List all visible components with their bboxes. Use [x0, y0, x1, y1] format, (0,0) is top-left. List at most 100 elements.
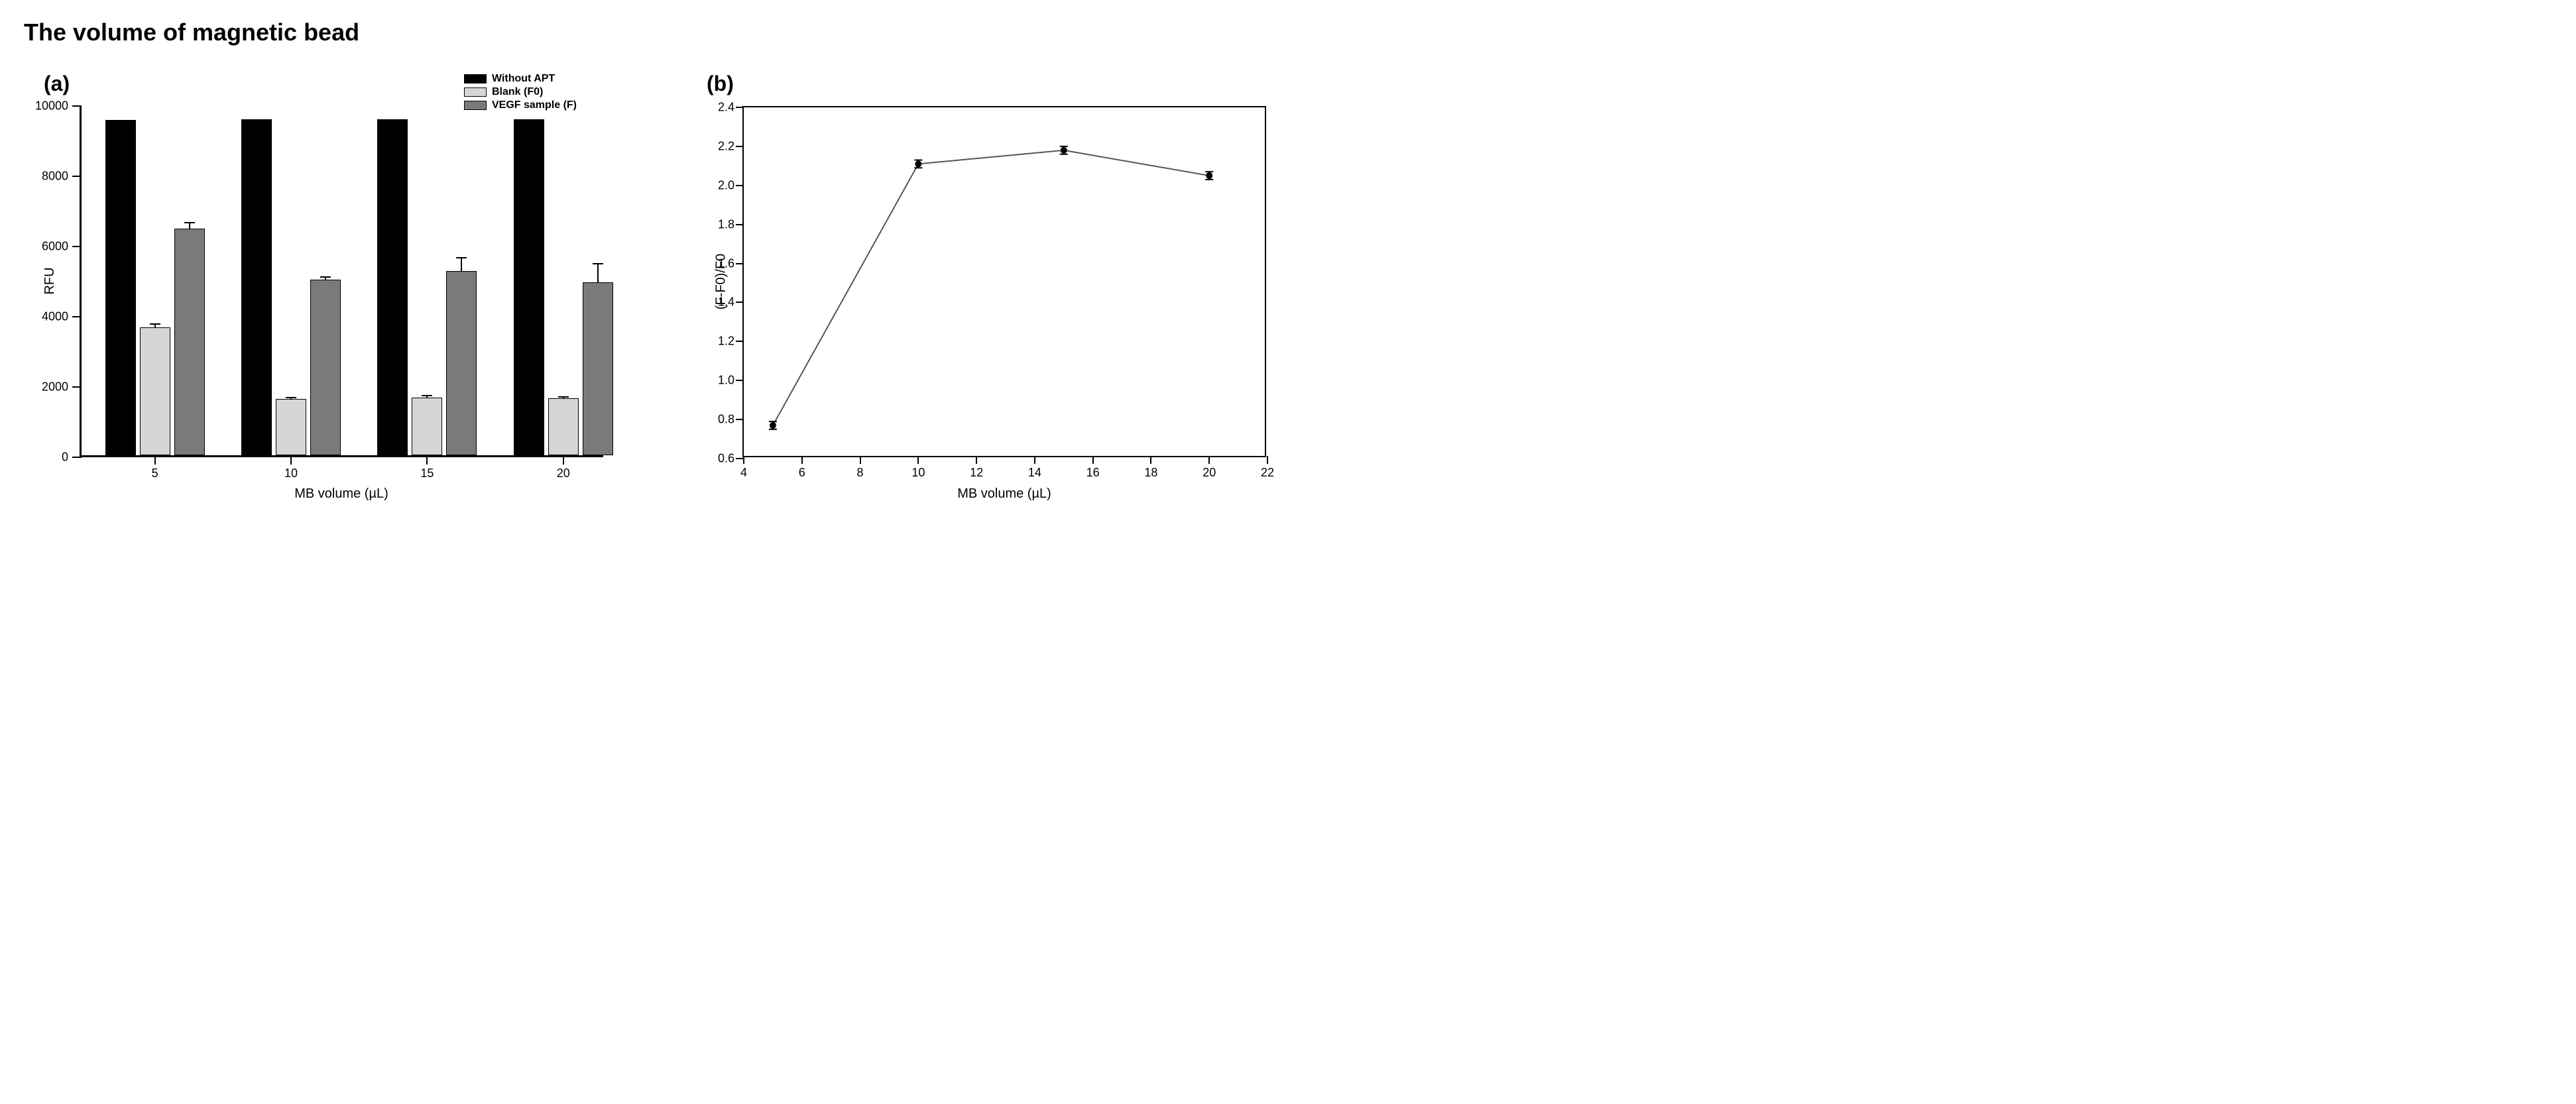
- bar: [140, 327, 170, 455]
- panel-a: (a) Without APTBlank (F0)VEGF sample (F)…: [20, 60, 603, 502]
- line-x-tick: [860, 456, 861, 464]
- line-x-axis-label: MB volume (µL): [742, 486, 1266, 502]
- line-x-tick: [801, 456, 803, 464]
- line-y-tick: [736, 263, 744, 264]
- legend-swatch: [464, 87, 487, 97]
- bar-y-tick-label: 10000: [35, 99, 68, 113]
- legend-swatch: [464, 101, 487, 110]
- panels-row: (a) Without APTBlank (F0)VEGF sample (F)…: [20, 60, 2556, 502]
- bar: [105, 120, 136, 455]
- figure-title: The volume of magnetic bead: [24, 19, 2556, 46]
- line-y-tick: [736, 185, 744, 186]
- bar-y-tick: [72, 176, 82, 177]
- line-y-tick: [736, 380, 744, 381]
- legend-label: Blank (F0): [492, 86, 543, 98]
- bar: [548, 398, 579, 455]
- line-y-tick: [736, 107, 744, 108]
- legend-label: VEGF sample (F): [492, 99, 577, 111]
- line-x-tick-label: 6: [799, 466, 805, 480]
- line-y-tick: [736, 302, 744, 303]
- bar: [276, 399, 306, 455]
- bar: [514, 119, 544, 455]
- line-x-tick: [976, 456, 977, 464]
- legend-swatch: [464, 74, 487, 83]
- bar-y-tick: [72, 316, 82, 317]
- line-y-tick-label: 0.6: [708, 452, 734, 466]
- line-y-tick-label: 1.0: [708, 374, 734, 388]
- bar-group: [105, 120, 205, 455]
- line-y-tick-label: 2.0: [708, 178, 734, 192]
- line-x-tick-label: 10: [911, 466, 925, 480]
- line-marker: [1061, 147, 1067, 154]
- line-y-tick-label: 2.2: [708, 139, 734, 153]
- bar-y-tick-label: 2000: [35, 380, 68, 394]
- panel-a-label: (a): [44, 72, 70, 96]
- line-x-tick: [1267, 456, 1268, 464]
- panel-b-label: (b): [707, 72, 734, 96]
- line-x-tick-label: 18: [1144, 466, 1157, 480]
- bar-y-tick: [72, 457, 82, 458]
- legend-row: VEGF sample (F): [464, 99, 577, 111]
- bar-y-tick-label: 6000: [35, 240, 68, 254]
- bar-x-tick: [154, 455, 156, 465]
- bar-y-tick: [72, 105, 82, 107]
- line-y-tick: [736, 341, 744, 342]
- line-x-tick-label: 22: [1261, 466, 1274, 480]
- line-y-tick: [736, 146, 744, 147]
- bar-x-tick-label: 20: [557, 467, 570, 480]
- line-x-tick: [1208, 456, 1210, 464]
- bar: [446, 271, 477, 455]
- legend-row: Blank (F0): [464, 86, 577, 98]
- bar: [310, 280, 341, 455]
- line-y-tick: [736, 419, 744, 420]
- line-y-tick-label: 0.8: [708, 413, 734, 427]
- line-x-tick: [1034, 456, 1035, 464]
- bar-x-tick: [426, 455, 428, 465]
- panel-b: (b) (F-F0)/F0 0.60.81.01.21.41.61.82.02.…: [683, 60, 1266, 502]
- line-x-tick-label: 16: [1086, 466, 1100, 480]
- line-x-tick-label: 4: [740, 466, 747, 480]
- bar-legend: Without APTBlank (F0)VEGF sample (F): [464, 73, 577, 113]
- line-x-tick-label: 20: [1202, 466, 1216, 480]
- line-series: [773, 150, 1209, 425]
- bar: [412, 398, 442, 455]
- bar-y-tick: [72, 386, 82, 388]
- line-plot-area: (F-F0)/F0 0.60.81.01.21.41.61.82.02.22.4…: [742, 106, 1266, 457]
- line-svg: [744, 107, 1265, 456]
- line-y-tick-label: 2.4: [708, 101, 734, 115]
- bar: [377, 119, 408, 455]
- bar-y-tick: [72, 246, 82, 247]
- line-x-tick-label: 12: [970, 466, 983, 480]
- bar-x-tick: [563, 455, 564, 465]
- line-y-tick-label: 1.6: [708, 256, 734, 270]
- bar-group: [377, 119, 477, 455]
- legend-label: Without APT: [492, 73, 555, 85]
- bar: [241, 119, 272, 455]
- bar-plot-area: Without APTBlank (F0)VEGF sample (F) RFU…: [80, 106, 603, 457]
- bar-x-axis-label: MB volume (µL): [80, 486, 603, 502]
- line-x-tick: [917, 456, 919, 464]
- bar: [174, 229, 205, 455]
- line-x-tick-label: 14: [1028, 466, 1041, 480]
- line-y-tick-label: 1.8: [708, 217, 734, 231]
- line-y-tick: [736, 224, 744, 225]
- line-x-tick: [743, 456, 744, 464]
- bar-group: [241, 119, 341, 455]
- bar-x-tick-label: 15: [420, 467, 434, 480]
- bar-y-axis-label: RFU: [42, 267, 58, 294]
- legend-row: Without APT: [464, 73, 577, 85]
- line-y-tick-label: 1.2: [708, 335, 734, 349]
- bar-y-tick-label: 8000: [35, 170, 68, 184]
- bar-x-tick: [290, 455, 292, 465]
- bar-y-tick-label: 4000: [35, 310, 68, 324]
- bar-y-tick-label: 0: [35, 451, 68, 465]
- bar: [583, 282, 613, 455]
- line-y-tick-label: 1.4: [708, 296, 734, 309]
- line-marker: [915, 160, 921, 167]
- line-marker: [770, 422, 776, 429]
- bar-x-tick-label: 5: [152, 467, 158, 480]
- bar-x-tick-label: 10: [284, 467, 298, 480]
- bar-group: [514, 119, 613, 455]
- line-marker: [1206, 172, 1212, 179]
- line-x-tick: [1092, 456, 1094, 464]
